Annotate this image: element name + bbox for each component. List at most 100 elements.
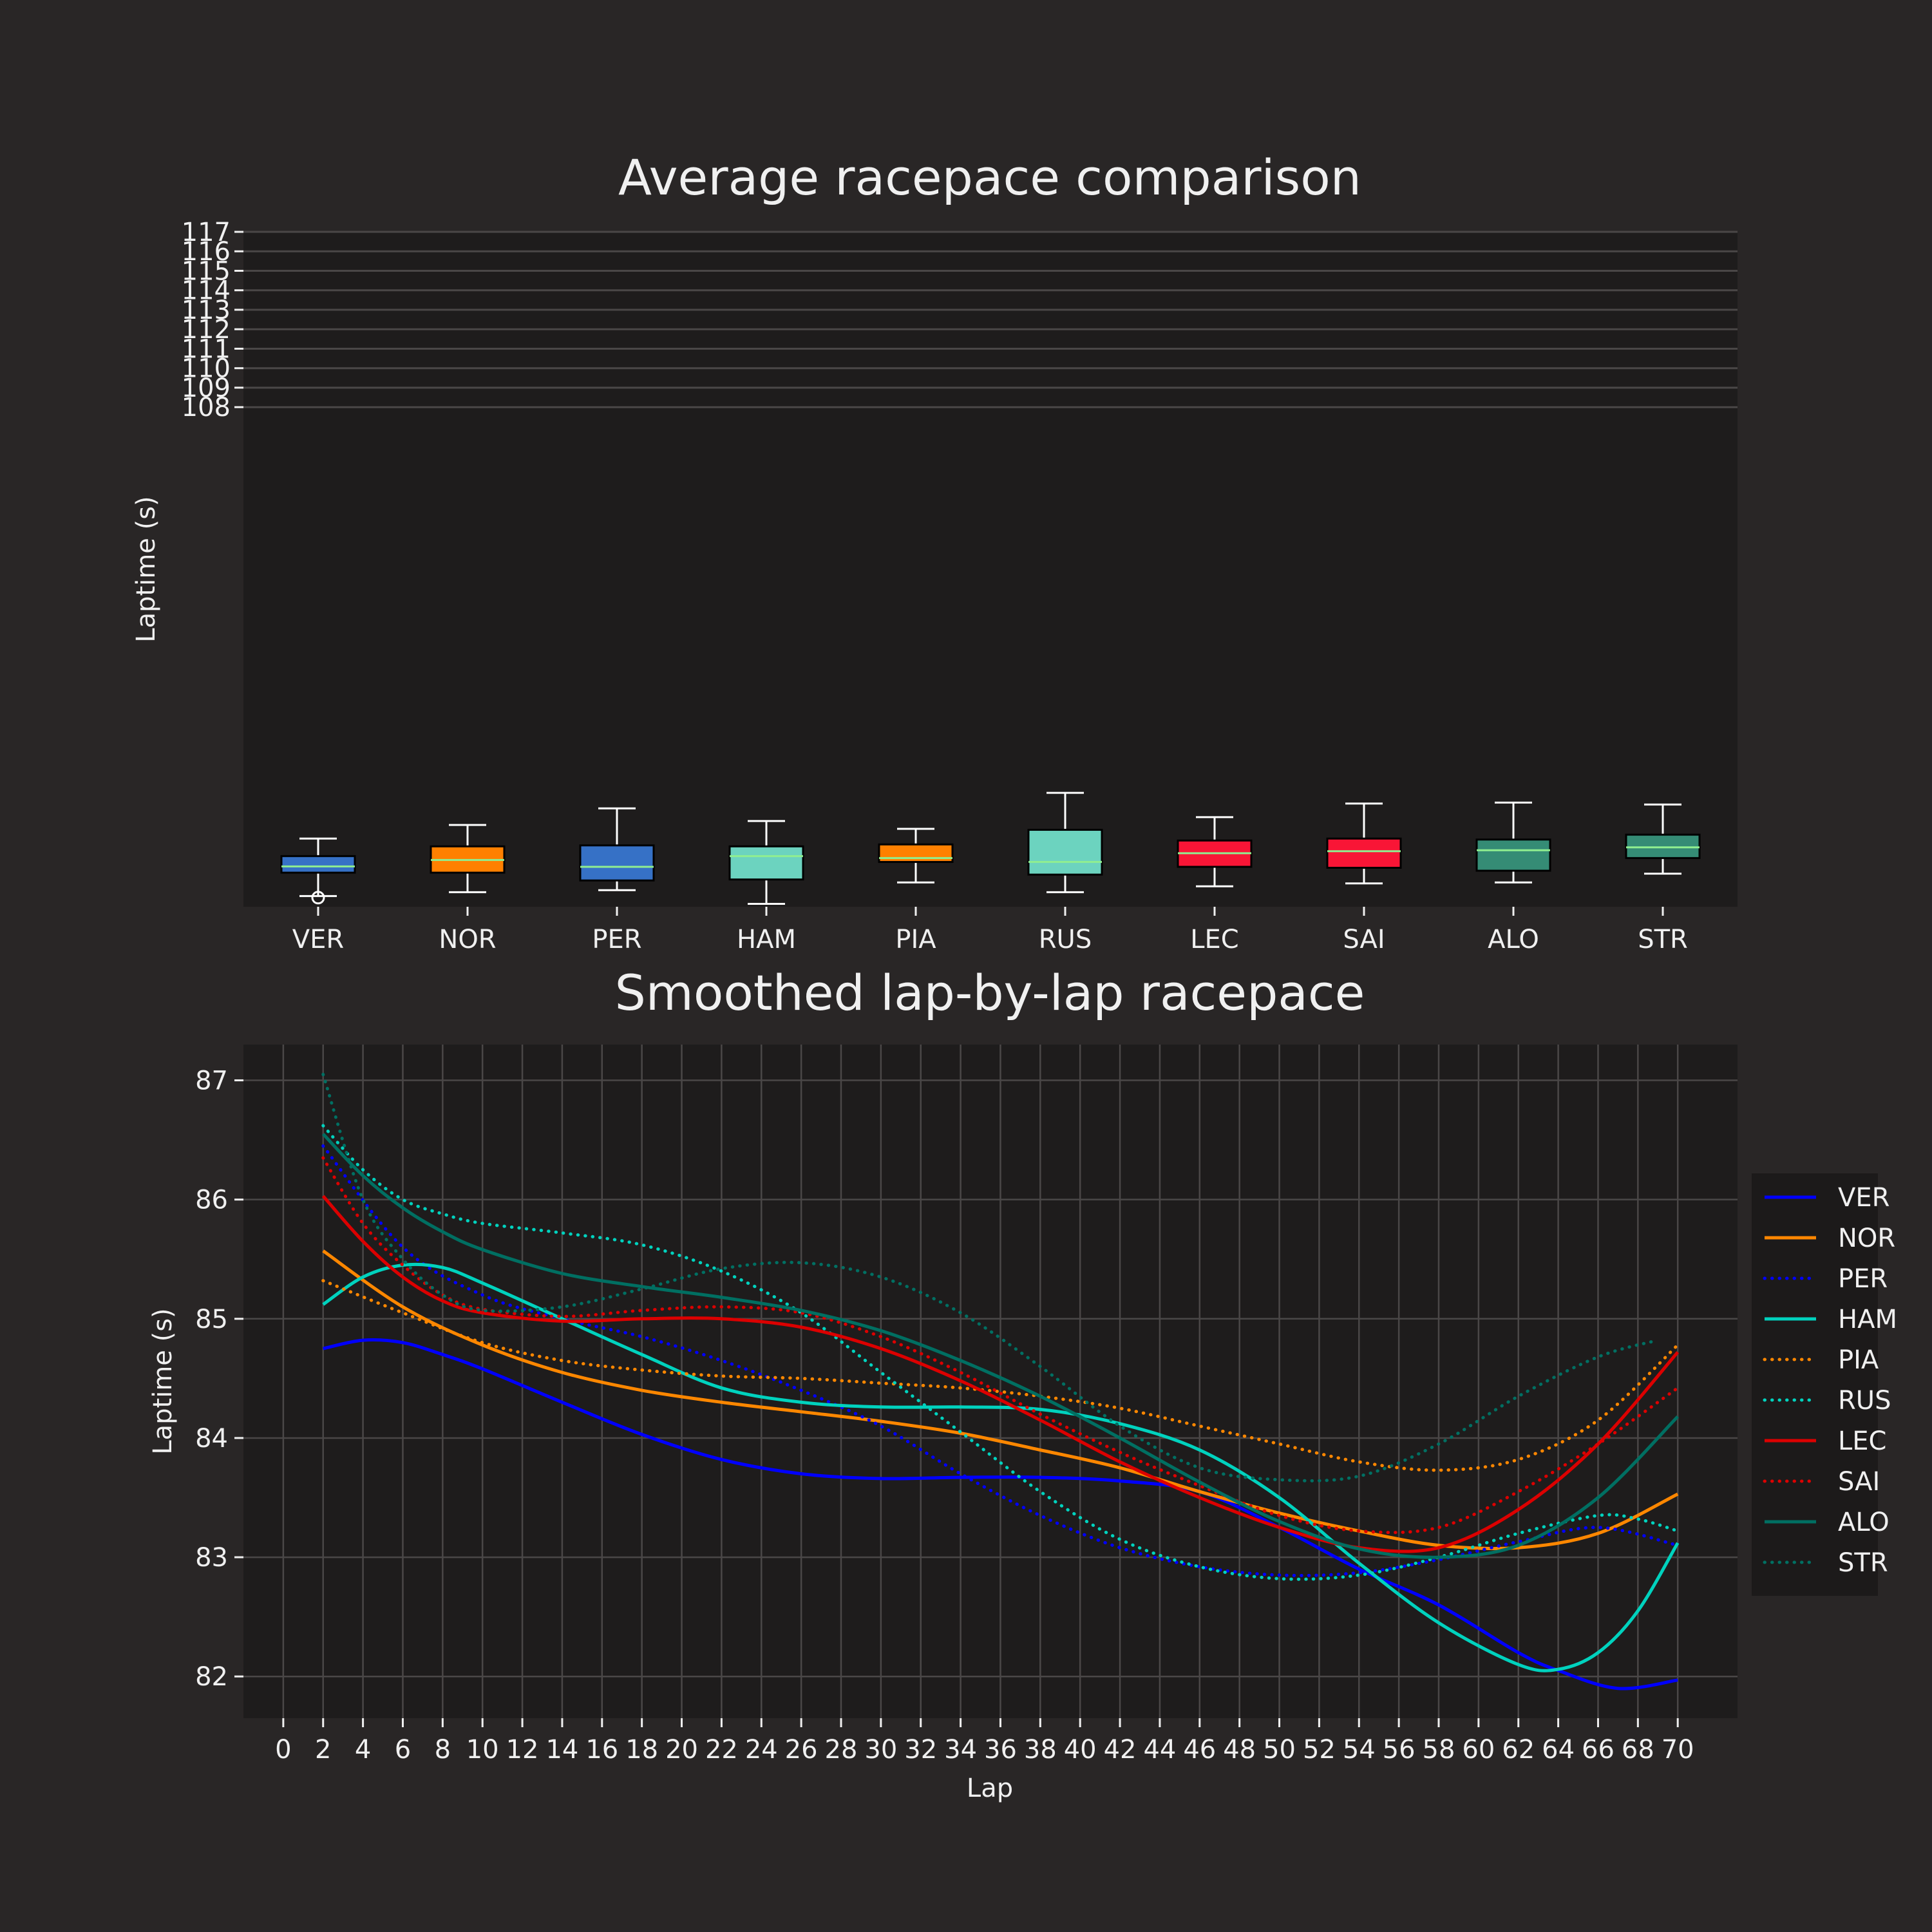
legend-entry-ham: HAM: [1765, 1305, 1897, 1334]
box-x-tick-label: STR: [1638, 925, 1688, 954]
legend-label: RUS: [1838, 1386, 1891, 1416]
line-x-tick-label: 30: [864, 1735, 897, 1765]
box-iqr: [1625, 833, 1701, 859]
line-x-tick-label: 56: [1383, 1735, 1416, 1765]
box-nor: [430, 824, 506, 893]
box-iqr: [280, 855, 356, 874]
line-x-tick-label: 58: [1423, 1735, 1455, 1765]
legend-label: LEC: [1838, 1426, 1887, 1456]
series-line-sai: [321, 1156, 1680, 1535]
line-chart-series: [321, 1072, 1680, 1690]
box-chart-title: Average racepace comparison: [618, 149, 1361, 206]
legend-entry-str: STR: [1763, 1548, 1888, 1578]
legend-label: PIA: [1838, 1345, 1879, 1375]
line-x-tick-label: 10: [466, 1735, 499, 1765]
box-alo: [1475, 801, 1551, 884]
legend-label: NOR: [1838, 1224, 1895, 1253]
line-x-tick-label: 36: [984, 1735, 1017, 1765]
line-x-tick-label: 52: [1303, 1735, 1336, 1765]
line-x-tick-label: 46: [1183, 1735, 1216, 1765]
box-x-tick-label: ALO: [1488, 925, 1539, 954]
line-x-tick-label: 32: [904, 1735, 937, 1765]
legend-entry-sai: SAI: [1763, 1467, 1880, 1497]
line-chart-title: Smoothed lap-by-lap racepace: [615, 964, 1365, 1021]
legend-entry-nor: NOR: [1765, 1224, 1895, 1253]
line-y-tick-label: 82: [195, 1662, 228, 1692]
line-x-tick-label: 24: [745, 1735, 778, 1765]
box-flier: [311, 891, 325, 905]
line-x-tick-label: 34: [944, 1735, 977, 1765]
box-y-tick-label: 114: [182, 276, 231, 306]
box-y-tick-label: 109: [182, 374, 231, 403]
legend-label: STR: [1838, 1548, 1888, 1578]
line-x-tick-label: 54: [1343, 1735, 1376, 1765]
box-chart-grid: [243, 231, 1738, 408]
line-x-tick-label: 66: [1582, 1735, 1615, 1765]
series-line-rus: [321, 1124, 1680, 1581]
box-sai: [1326, 802, 1402, 885]
box-iqr: [1027, 829, 1103, 876]
line-x-tick-label: 6: [395, 1735, 411, 1765]
box-y-tick-label: 108: [182, 393, 231, 422]
box-y-tick-label: 112: [182, 315, 231, 345]
line-x-tick-label: 14: [545, 1735, 578, 1765]
box-iqr: [1326, 837, 1402, 869]
line-x-tick-label: 50: [1263, 1735, 1296, 1765]
box-y-tick-label: 111: [182, 334, 231, 364]
box-x-tick-label: SAI: [1343, 925, 1385, 954]
legend-entry-pia: PIA: [1763, 1345, 1879, 1375]
line-x-tick-label: 38: [1024, 1735, 1057, 1765]
box-chart-x-ticks: VER NOR PER HAM PIA RUS LEC SAI ALO STR: [292, 907, 1688, 954]
series-line-alo: [321, 1133, 1679, 1559]
box-y-tick-label: 117: [182, 218, 231, 247]
box-iqr: [1475, 838, 1551, 872]
line-x-tick-label: 64: [1542, 1735, 1575, 1765]
line-chart-plot-area: [243, 1045, 1738, 1718]
box-ver: [280, 837, 356, 905]
line-chart-y-axis-label: Laptime (s): [148, 1308, 178, 1454]
line-chart-x-ticks: 0 2 4 6 8 10 12 14 16 18 20 22 24 26 28 30 32 34 36 38 40 42 4…: [275, 1718, 1694, 1765]
line-x-tick-label: 44: [1143, 1735, 1176, 1765]
box-ham: [728, 820, 804, 905]
line-x-tick-label: 40: [1064, 1735, 1097, 1765]
line-chart-legend: VER NOR PER HAM PIA RUS LEC SAI ALO STR: [1752, 1173, 1897, 1596]
box-chart-plot-area: [243, 232, 1738, 907]
legend-label: HAM: [1838, 1305, 1897, 1334]
box-lec: [1177, 816, 1253, 887]
legend-entry-rus: RUS: [1763, 1386, 1891, 1416]
legend-label: ALO: [1838, 1508, 1889, 1537]
line-x-tick-label: 28: [825, 1735, 858, 1765]
line-x-tick-label: 16: [585, 1735, 618, 1765]
box-chart: Average racepace comparison 108109110111…: [131, 149, 1738, 954]
line-chart-y-ticks: 82 83 84 85 86 87: [195, 1066, 243, 1692]
legend-entry-alo: ALO: [1765, 1508, 1889, 1537]
series-line-pia: [321, 1279, 1680, 1472]
line-x-tick-label: 60: [1462, 1735, 1495, 1765]
line-x-tick-label: 22: [705, 1735, 738, 1765]
box-iqr: [728, 845, 804, 881]
box-str: [1625, 803, 1701, 875]
line-x-tick-label: 26: [785, 1735, 818, 1765]
line-chart-x-axis-label: Lap: [967, 1774, 1013, 1803]
box-x-tick-label: VER: [292, 925, 344, 954]
line-y-tick-label: 87: [195, 1066, 228, 1096]
line-y-tick-label: 83: [195, 1543, 228, 1573]
legend-entry-lec: LEC: [1765, 1426, 1887, 1456]
legend-label: VER: [1838, 1183, 1889, 1213]
line-x-tick-label: 12: [506, 1735, 539, 1765]
legend-label: SAI: [1838, 1467, 1880, 1497]
line-y-tick-label: 86: [195, 1186, 228, 1215]
legend-entry-per: PER: [1763, 1264, 1888, 1294]
line-x-tick-label: 68: [1622, 1735, 1654, 1765]
line-x-tick-label: 42: [1104, 1735, 1137, 1765]
box-x-tick-label: NOR: [439, 925, 496, 954]
box-y-tick-label: 115: [182, 256, 231, 286]
legend-frame: [1752, 1173, 1878, 1596]
line-x-tick-label: 70: [1662, 1735, 1694, 1765]
legend-entry-ver: VER: [1765, 1183, 1889, 1213]
box-x-tick-label: HAM: [737, 925, 796, 954]
box-iqr: [878, 843, 954, 863]
box-y-tick-label: 110: [182, 354, 231, 384]
series-line-str: [321, 1072, 1660, 1482]
